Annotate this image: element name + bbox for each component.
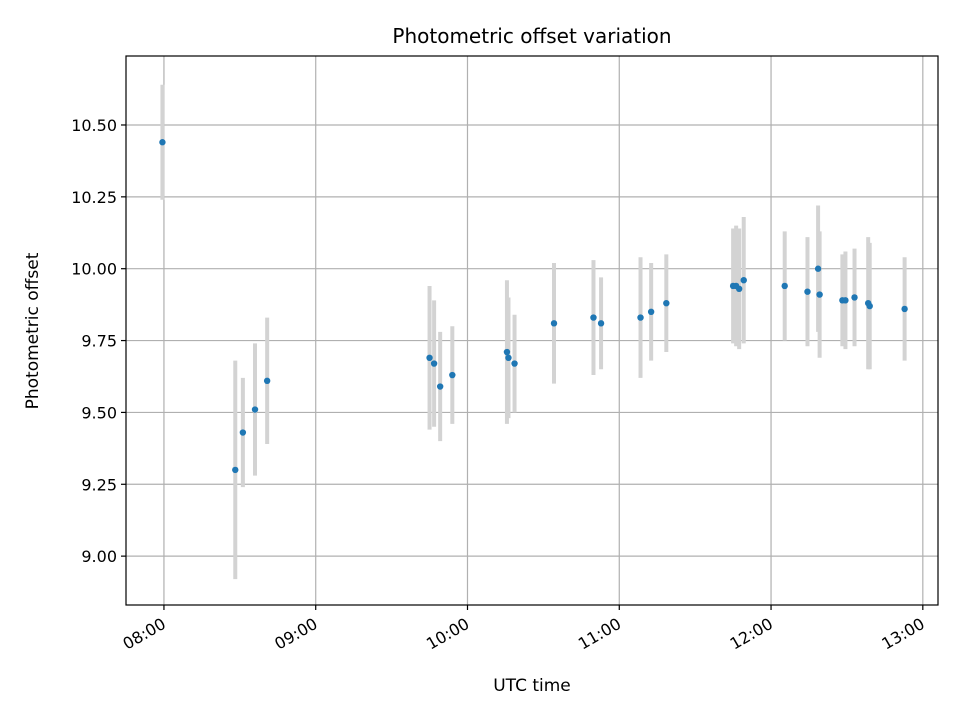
data-point [251,406,259,413]
y-axis-ticks: 9.00 9.25 9.50 9.75 10.00 10.25 10.50 [71,116,126,566]
data-point [430,360,438,367]
data-point [637,314,644,321]
error-bars [160,84,907,580]
y-tick-label: 9.25 [81,475,117,494]
data-point [449,371,456,379]
data-point [505,354,512,362]
data-point [851,294,858,301]
data-point [804,288,811,295]
data-point [816,291,823,298]
data-point [663,299,670,307]
y-tick-label: 9.75 [81,332,117,351]
x-axis-label: UTC time [493,676,571,696]
data-point [781,282,788,290]
x-axis-ticks: 08:00 09:00 10:00 11:00 12:00 13:00 [120,605,928,654]
data-points [159,139,908,474]
y-tick-label: 10.00 [71,260,117,279]
data-point [550,320,558,327]
x-tick-label: 13:00 [878,614,927,654]
x-tick-label: 11:00 [575,614,624,654]
data-point [511,360,518,367]
data-point [814,265,822,272]
data-point [239,429,247,436]
data-point [647,308,655,316]
grid-lines [126,56,938,605]
y-tick-label: 9.50 [81,403,117,422]
data-point [263,377,271,385]
data-point [842,297,849,304]
y-tick-label: 10.25 [71,188,117,207]
data-point [901,305,908,313]
data-point [436,383,444,390]
data-point [735,285,743,293]
y-tick-label: 9.00 [81,547,117,566]
data-point [503,348,511,356]
y-axis-label: Photometric offset [23,252,43,409]
data-point [866,302,873,310]
chart-title: Photometric offset variation [392,24,671,48]
data-point [590,314,597,321]
data-point [597,320,605,327]
data-point [232,466,239,474]
x-tick-label: 12:00 [727,614,776,654]
y-tick-label: 10.50 [71,116,117,135]
data-point [159,139,166,146]
data-point [426,354,433,362]
data-point [740,276,747,284]
x-tick-label: 08:00 [120,614,169,654]
x-tick-label: 09:00 [271,614,320,654]
x-tick-label: 10:00 [423,614,472,654]
plot-frame [125,55,939,606]
